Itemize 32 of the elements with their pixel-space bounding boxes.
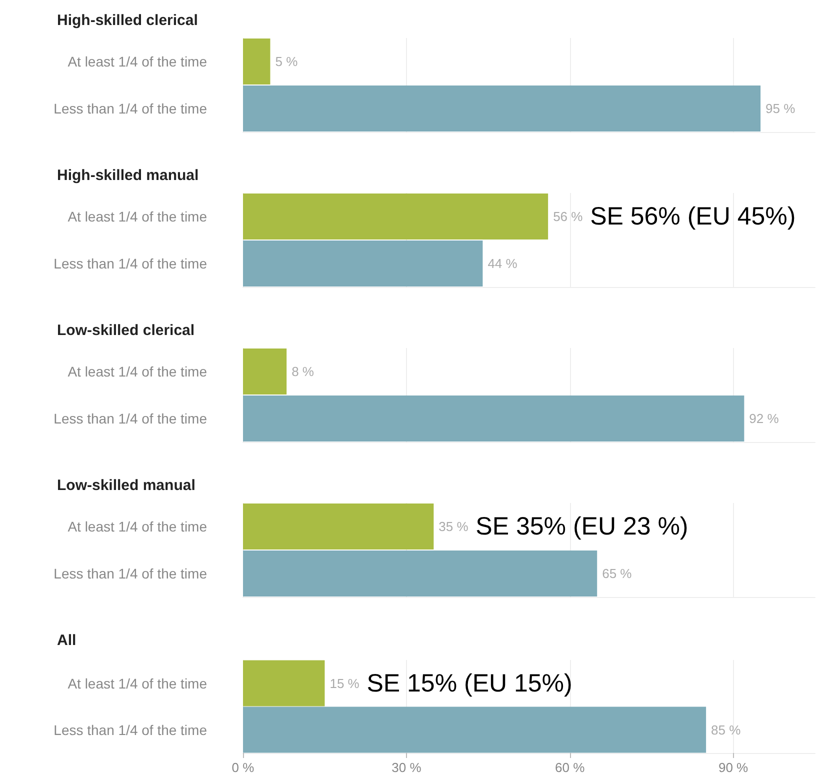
- y-tick-label: At least 1/4 of the time: [68, 675, 208, 692]
- x-tick-label: 90 %: [718, 760, 749, 775]
- data-label: 44 %: [488, 256, 518, 271]
- annotation: SE 56% (EU 45%): [590, 202, 796, 230]
- y-tick-label: Less than 1/4 of the time: [54, 100, 208, 116]
- y-tick-label: At least 1/4 of the time: [68, 54, 208, 70]
- data-label: 35 %: [438, 519, 469, 534]
- data-label: 15 %: [330, 676, 360, 691]
- x-tick-label: 0 %: [232, 760, 255, 775]
- chart-title: Low-skilled manual: [57, 477, 196, 494]
- y-tick-label: Less than 1/4 of the time: [54, 566, 208, 582]
- y-tick-label: At least 1/4 of the time: [68, 208, 208, 224]
- y-tick-label: At least 1/4 of the time: [68, 518, 208, 534]
- x-tick-label: 60 %: [555, 760, 586, 775]
- data-label: 95 %: [766, 101, 796, 116]
- x-tick-label: 30 %: [392, 760, 422, 775]
- chart-title: High-skilled manual: [57, 167, 199, 184]
- data-label: 8 %: [292, 364, 314, 379]
- y-tick-label: Less than 1/4 of the time: [54, 256, 208, 272]
- chart-title: Low-skilled clerical: [57, 322, 195, 339]
- annotation: SE 35% (EU 23 %): [476, 512, 688, 540]
- data-label: 65 %: [602, 566, 632, 581]
- y-tick-label: At least 1/4 of the time: [68, 364, 208, 380]
- text: All: [57, 632, 76, 649]
- chart-title: High-skilled clerical: [57, 12, 198, 29]
- data-label: 56 %: [553, 209, 584, 224]
- y-tick-label: Less than 1/4 of the time: [54, 722, 208, 738]
- annotation: SE 15% (EU 15%): [366, 669, 572, 698]
- data-label: 85 %: [711, 722, 742, 738]
- y-tick-label: Less than 1/4 of the time: [54, 410, 208, 426]
- data-label: 92 %: [749, 411, 780, 426]
- data-label: 5 %: [275, 54, 298, 69]
